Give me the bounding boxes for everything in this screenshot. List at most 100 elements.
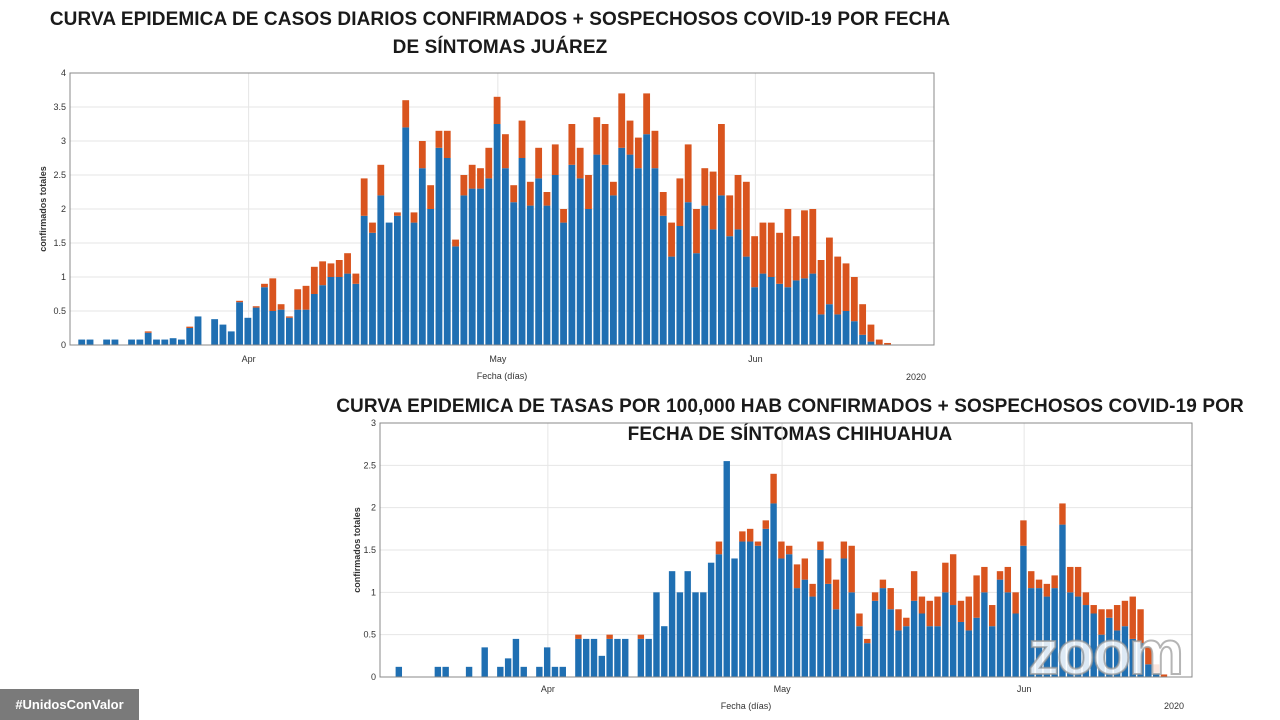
bar-suspected [286,316,293,318]
bar-confirmed [606,638,613,677]
bar-suspected [910,571,918,601]
bar-suspected [957,600,965,622]
bar-suspected [801,558,809,580]
chart-title-chihuahua: CURVA EPIDEMICA DE TASAS POR 100,000 HAB… [336,396,1244,445]
bar-suspected [825,558,832,584]
bar-confirmed [103,339,111,345]
bar-confirmed [543,647,551,677]
bar-suspected [1028,571,1035,589]
bar-suspected [302,285,310,310]
bar-suspected [618,93,626,148]
bar-confirmed [786,554,793,677]
y-tick-label: 2 [371,503,376,513]
bar-suspected [726,195,734,237]
bar-confirmed [252,307,260,345]
bar-confirmed [244,317,252,345]
bar-suspected [510,185,518,203]
bar-confirmed [465,666,473,677]
bar-suspected [477,168,484,189]
bar-confirmed [659,215,667,345]
bar-confirmed [949,605,957,677]
bar-suspected [319,261,327,286]
bar-suspected [742,181,750,257]
bar-suspected [895,609,902,631]
x-tick-label: Apr [242,354,256,364]
bar-confirmed [394,215,401,345]
bar-suspected [606,634,613,639]
bar-confirmed [335,277,343,345]
bar-confirmed [294,309,302,345]
bar-confirmed [842,311,850,345]
bar-suspected [884,342,891,345]
bar-suspected [864,638,871,644]
bar-suspected [776,232,783,284]
bar-suspected [1059,503,1066,525]
bar-confirmed [269,311,277,345]
bar-confirmed [801,278,808,345]
bar-suspected [518,120,526,158]
bar-confirmed [734,229,742,345]
bar-confirmed [1090,613,1097,677]
bar-suspected [402,100,410,128]
bar-confirmed [767,277,775,345]
bar-confirmed [1082,605,1090,677]
bar-suspected [643,93,651,135]
bar-suspected [1020,520,1027,546]
bar-suspected [926,600,933,627]
bar-suspected [903,617,910,627]
bar-confirmed [128,339,135,345]
bar-suspected [767,222,775,277]
bar-confirmed [684,202,692,345]
bar-confirmed [377,195,385,345]
bar-confirmed [776,283,783,345]
bar-suspected [879,579,887,589]
bar-suspected [1145,647,1152,665]
y-axis-label: confirmados totales [38,166,48,252]
x-tick-label: Jun [1017,684,1032,694]
bar-confirmed [560,222,567,345]
bar-suspected [377,164,385,196]
y-tick-label: 1 [371,587,376,597]
y-axis-label: confirmados totales [352,507,362,593]
bar-suspected [1004,566,1012,593]
bar-confirmed [543,205,551,345]
bar-confirmed [434,666,442,677]
bar-suspected [949,554,957,606]
bar-suspected [1160,674,1168,677]
bar-confirmed [493,124,501,345]
bar-confirmed [707,562,715,677]
bar-confirmed [601,164,609,345]
bar-confirmed [825,583,832,677]
bar-suspected [715,541,723,555]
bar-confirmed [626,154,634,345]
bar-confirmed [418,168,426,345]
bar-suspected [452,239,459,247]
bar-suspected [1043,583,1051,597]
bar-suspected [502,134,509,169]
bar-confirmed [520,666,527,677]
bar-confirmed [575,638,582,677]
bar-confirmed [443,158,451,345]
bar-confirmed [784,287,792,345]
bar-confirmed [965,630,972,677]
bar-suspected [1074,566,1082,597]
bar-confirmed [576,178,584,345]
bar-suspected [801,210,808,279]
bar-suspected [996,571,1004,580]
bar-confirmed [614,638,621,677]
bar-confirmed [194,316,202,345]
bar-suspected [1106,609,1113,618]
bar-confirmed [770,503,777,677]
bar-confirmed [668,256,675,345]
bar-confirmed [651,168,659,345]
bar-confirmed [161,339,169,345]
bar-confirmed [715,554,723,677]
bar-confirmed [1074,596,1082,677]
bar-confirmed [261,287,268,345]
y-tick-label: 3 [371,418,376,428]
bar-suspected [186,326,194,328]
bar-suspected [809,583,816,597]
bar-confirmed [622,638,629,677]
x-axis-label: Fecha (días) [477,371,528,381]
